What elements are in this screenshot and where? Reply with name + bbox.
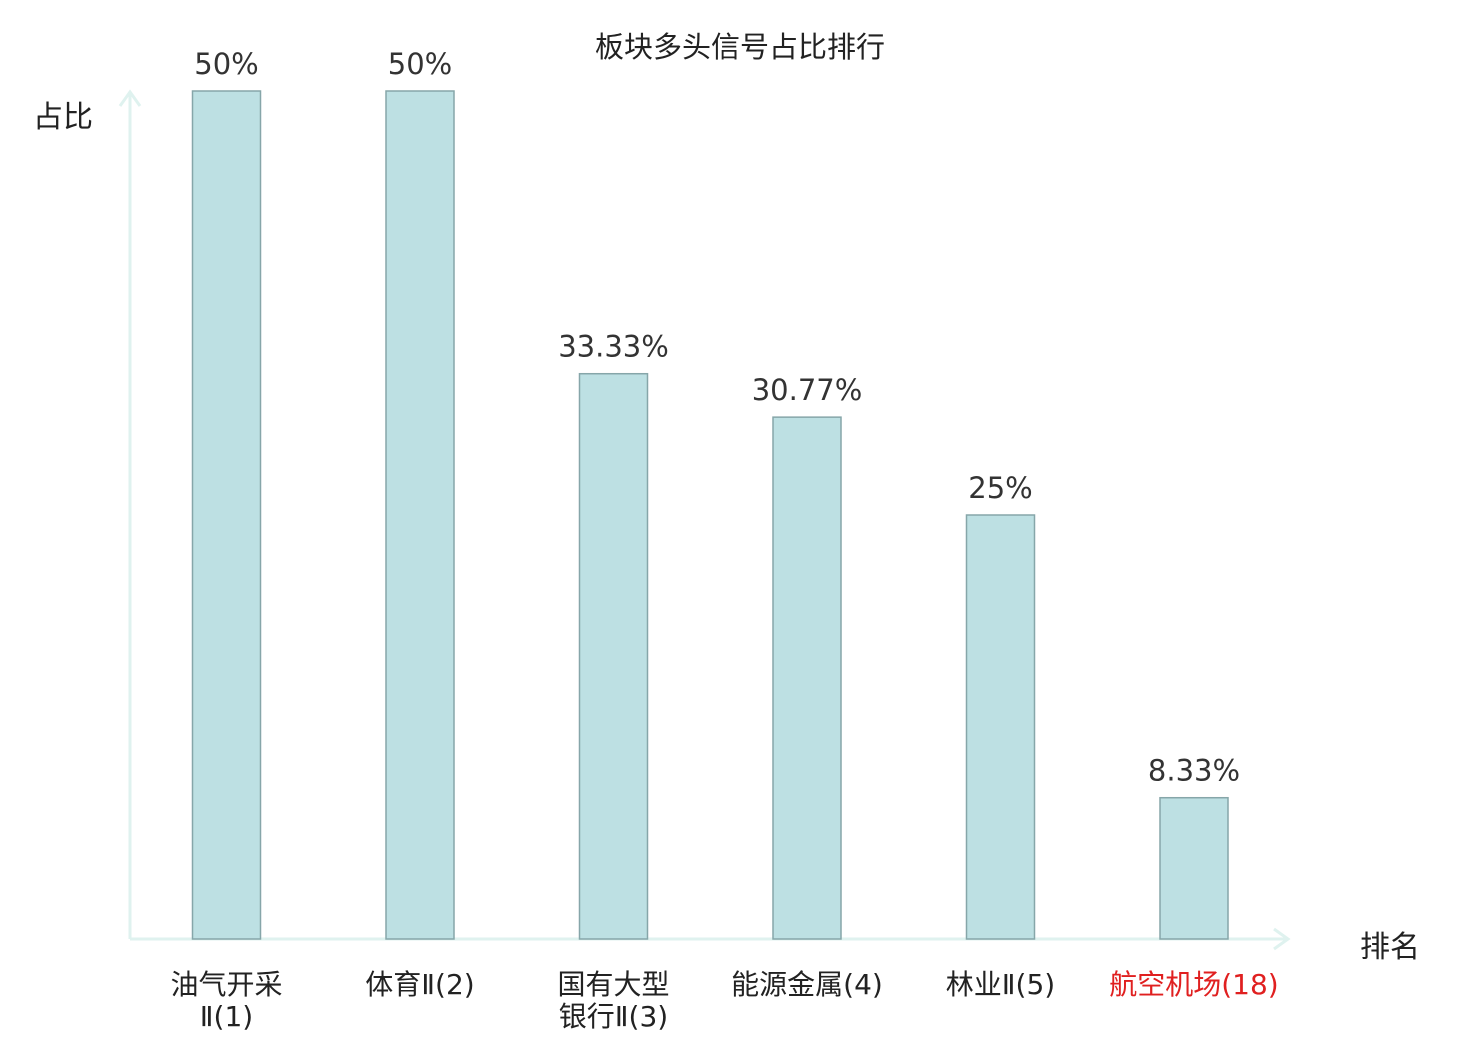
bar-3 bbox=[578, 372, 649, 940]
category-label-1-line-1: 油气开采 bbox=[170, 968, 282, 1001]
y-axis-label: 占比 bbox=[33, 100, 93, 135]
chart-title: 板块多头信号占比排行 bbox=[594, 30, 885, 64]
bar-5 bbox=[965, 514, 1036, 940]
y-axis-arrow-icon bbox=[118, 89, 142, 107]
bar-value-label-4: 30.77% bbox=[752, 373, 863, 407]
x-axis-arrow-icon bbox=[1273, 927, 1291, 951]
bar-value-label-1: 50% bbox=[194, 47, 258, 81]
bar-value-label-6: 8.33% bbox=[1148, 754, 1240, 788]
bar-2 bbox=[385, 90, 455, 940]
bar-1 bbox=[191, 90, 262, 940]
category-label-1-line-2: Ⅱ(1) bbox=[200, 1000, 253, 1033]
category-label-3-line-1: 国有大型 bbox=[557, 968, 669, 1001]
category-label-2-line-1: 体育Ⅱ(2) bbox=[365, 968, 474, 1001]
bar-value-label-3: 33.33% bbox=[558, 330, 669, 364]
bar-6 bbox=[1159, 796, 1229, 940]
x-axis-label: 排名 bbox=[1360, 930, 1420, 965]
category-label-4-line-1: 能源金属(4) bbox=[731, 968, 883, 1001]
category-label-3-line-2: 银行Ⅱ(3) bbox=[559, 1000, 668, 1033]
bar-value-label-5: 25% bbox=[968, 471, 1032, 505]
category-label-5-line-1: 林业Ⅱ(5) bbox=[946, 968, 1055, 1001]
bar-value-label-2: 50% bbox=[388, 47, 452, 81]
category-label-6-line-1: 航空机场(18) bbox=[1109, 968, 1278, 1001]
bar-4 bbox=[772, 416, 842, 940]
